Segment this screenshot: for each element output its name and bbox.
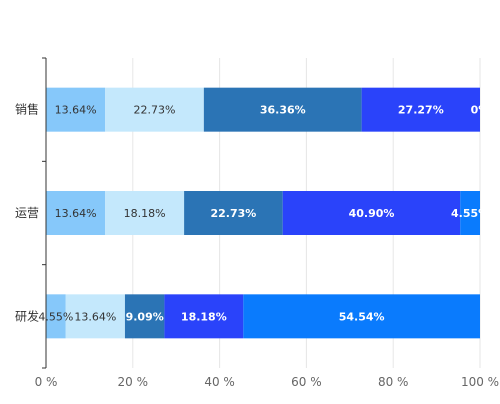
x-tick-label: 100 % [461, 375, 499, 389]
data-label: 36.36% [260, 104, 306, 117]
data-label: 18.18% [181, 310, 227, 323]
data-label: 9.09% [126, 310, 164, 323]
bar-segment[interactable] [184, 191, 283, 235]
data-label: 54.54% [339, 310, 385, 323]
x-tick-label: 60 % [291, 375, 322, 389]
data-label: 4.55% [451, 207, 489, 220]
bar-segment[interactable] [361, 87, 480, 132]
data-label: 27.27% [398, 104, 444, 117]
data-label: 22.73% [211, 207, 257, 220]
x-tick-label: 80 % [378, 375, 409, 389]
data-label: 22.73% [134, 104, 176, 117]
data-label: 18.18% [124, 207, 166, 220]
bar-segment[interactable] [105, 191, 185, 235]
bar-segment[interactable] [243, 294, 480, 339]
bar-segment[interactable] [203, 87, 362, 132]
data-label: 0% [471, 104, 490, 117]
y-category-label: 销售 [15, 102, 39, 117]
data-label: 13.64% [74, 310, 116, 323]
labels-layer: 13.64% 22.73% 36.36% 27.27% 0% 13.64% 18.18% 22… [38, 104, 489, 324]
x-tick-label: 0 % [35, 375, 58, 389]
bars-layer [46, 87, 480, 339]
data-label: 13.64% [55, 104, 97, 117]
x-tick-label: 20 % [118, 375, 149, 389]
bar-segment[interactable] [164, 294, 244, 339]
bar-segment[interactable] [124, 294, 165, 339]
bar-segment[interactable] [282, 191, 461, 235]
bar-segment[interactable] [460, 191, 480, 235]
y-category-label: 研发 [15, 308, 39, 323]
bar-segment[interactable] [46, 87, 106, 132]
bar-segment[interactable] [105, 87, 204, 132]
x-tick-label: 40 % [204, 375, 235, 389]
bar-segment[interactable] [46, 191, 106, 235]
data-label: 40.90% [349, 207, 395, 220]
y-category-label: 运营 [15, 206, 39, 220]
bar-segment[interactable] [46, 294, 66, 339]
data-label: 13.64% [55, 207, 97, 220]
bar-segment[interactable] [65, 294, 125, 339]
data-label: 4.55% [38, 310, 73, 323]
